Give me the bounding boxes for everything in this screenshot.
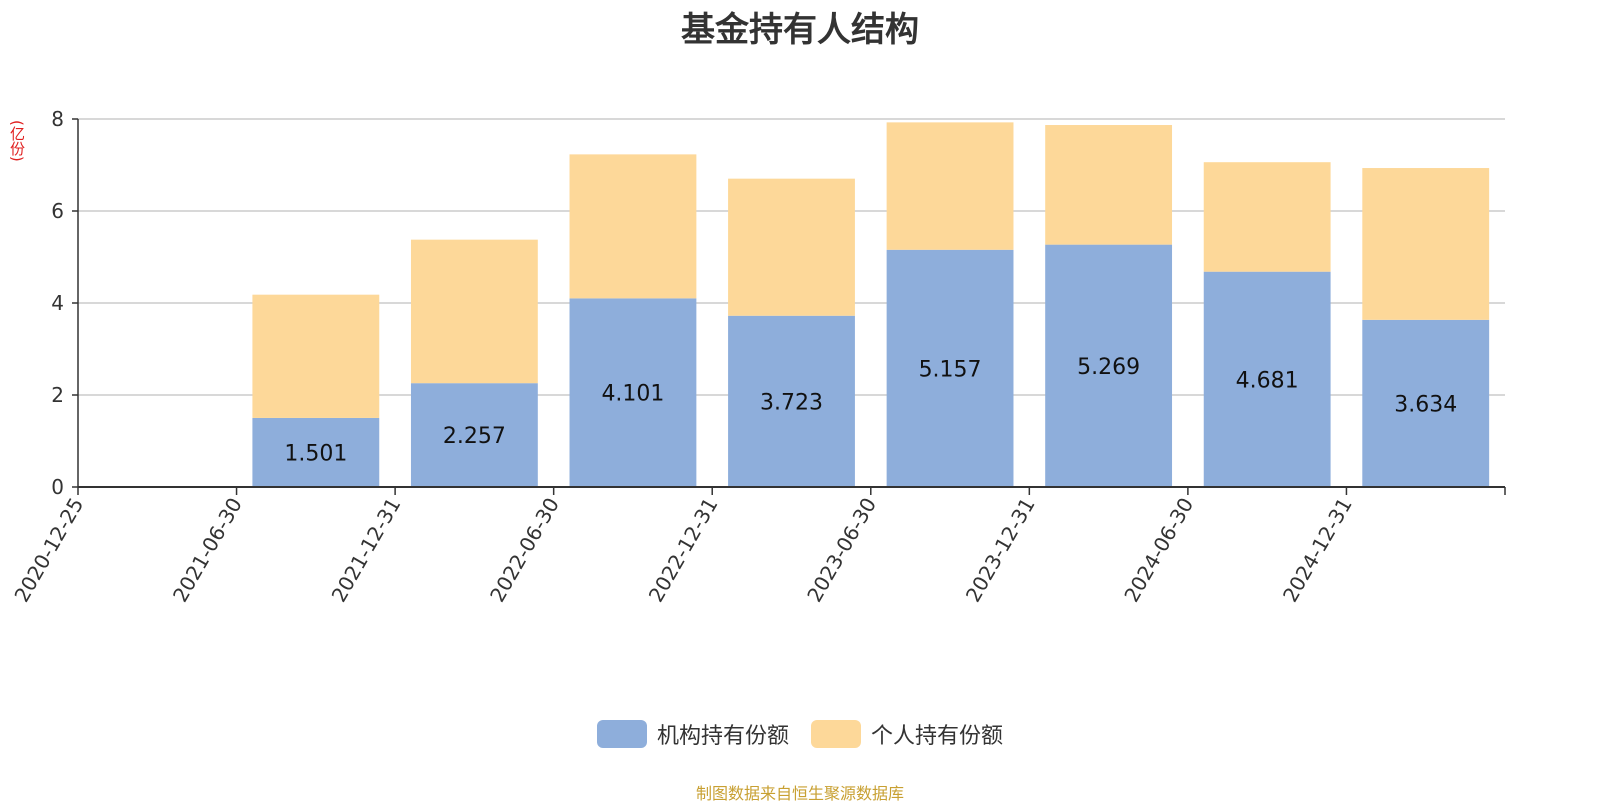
x-tick-label-4: 2022-12-31 [644,494,723,607]
bar-institutional-4 [728,315,855,487]
bar-individual-8 [1362,168,1490,320]
bar-institutional-6 [1045,244,1173,487]
bar-individual-3 [569,154,697,299]
data-label-institutional-2: 2.257 [443,424,506,449]
legend-swatch-institutional [596,720,647,748]
bar-institutional-2 [410,383,538,487]
legend-item-individual[interactable]: 个人持有份额 [811,718,1003,750]
x-tick-label-6: 2023-12-31 [961,494,1040,607]
x-tick-label-2: 2021-12-31 [327,493,406,606]
data-label-institutional-1: 1.501 [284,441,347,466]
x-tick-label-8: 2024-12-31 [1278,494,1357,607]
stacked-bar-chart: 0 2 4 6 8 1.501 2.257 4.101 3.723 5.157 5.269 4.681… [9,107,1506,607]
data-label-institutional-6: 5.269 [1077,355,1140,380]
data-source-footer: 制图数据来自恒生聚源数据库 [695,784,904,803]
y-axis-unit-label: (亿份) [8,120,26,162]
y-tick-label-3: 6 [51,199,64,223]
chart-title: 基金持有人结构 [681,10,919,50]
bar-individual-1 [252,294,380,418]
bar-institutional-3 [569,298,697,487]
x-tick-label-0: 2020-12-25 [9,494,88,607]
legend-item-institutional[interactable]: 机构持有份额 [596,718,789,750]
data-label-institutional-5: 5.157 [919,357,982,382]
legend-label-institutional: 机构持有份额 [656,724,789,749]
y-tick-label-0: 0 [51,475,64,499]
x-tick-label-5: 2023-06-30 [802,494,881,607]
data-label-institutional-3: 4.101 [601,382,664,407]
x-tick-label-7: 2024-06-30 [1119,494,1198,607]
data-label-institutional-8: 3.634 [1394,392,1457,417]
bar-institutional-5 [886,249,1014,487]
y-tick-label-1: 2 [51,383,64,407]
x-tick-label-3: 2022-06-30 [485,494,564,607]
bar-individual-6 [1045,125,1173,245]
legend: 机构持有份额 个人持有份额 [0,718,1600,750]
bar-institutional-1 [252,417,380,487]
bar-individual-7 [1203,162,1331,272]
y-tick-label-4: 8 [51,107,64,131]
y-tick-label-2: 4 [51,291,64,315]
x-tick-label-1: 2021-06-30 [168,494,247,607]
legend-label-individual: 个人持有份额 [871,724,1004,749]
bar-individual-4 [728,178,855,316]
data-label-institutional-4: 3.723 [760,390,823,415]
data-label-institutional-7: 4.681 [1236,368,1299,393]
bar-individual-5 [886,122,1014,250]
bar-individual-2 [410,239,538,384]
legend-swatch-individual [811,720,861,748]
bar-institutional-8 [1362,319,1490,487]
bar-institutional-7 [1203,271,1331,487]
